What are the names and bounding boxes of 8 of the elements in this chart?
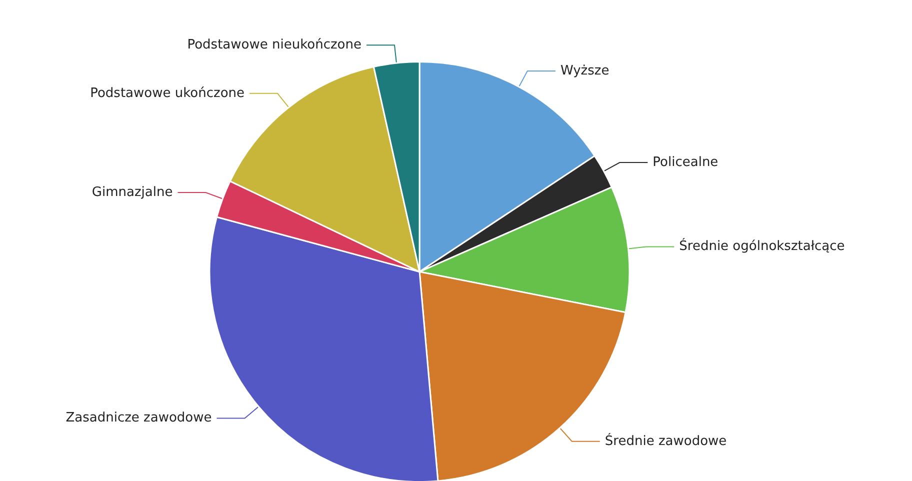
slice-label: Średnie zawodowe	[604, 432, 727, 449]
slice-label: Policealne	[652, 155, 718, 170]
slice-label: Wyższe	[560, 63, 610, 78]
slice-label: Zasadnicze zawodowe	[66, 410, 212, 426]
slice-label: Gimnazjalne	[92, 185, 173, 200]
slice-label: Podstawowe nieukończone	[187, 38, 362, 53]
slice-label: Podstawowe ukończone	[90, 86, 245, 101]
slice-label: Średnie ogólnokształcące	[679, 237, 845, 254]
